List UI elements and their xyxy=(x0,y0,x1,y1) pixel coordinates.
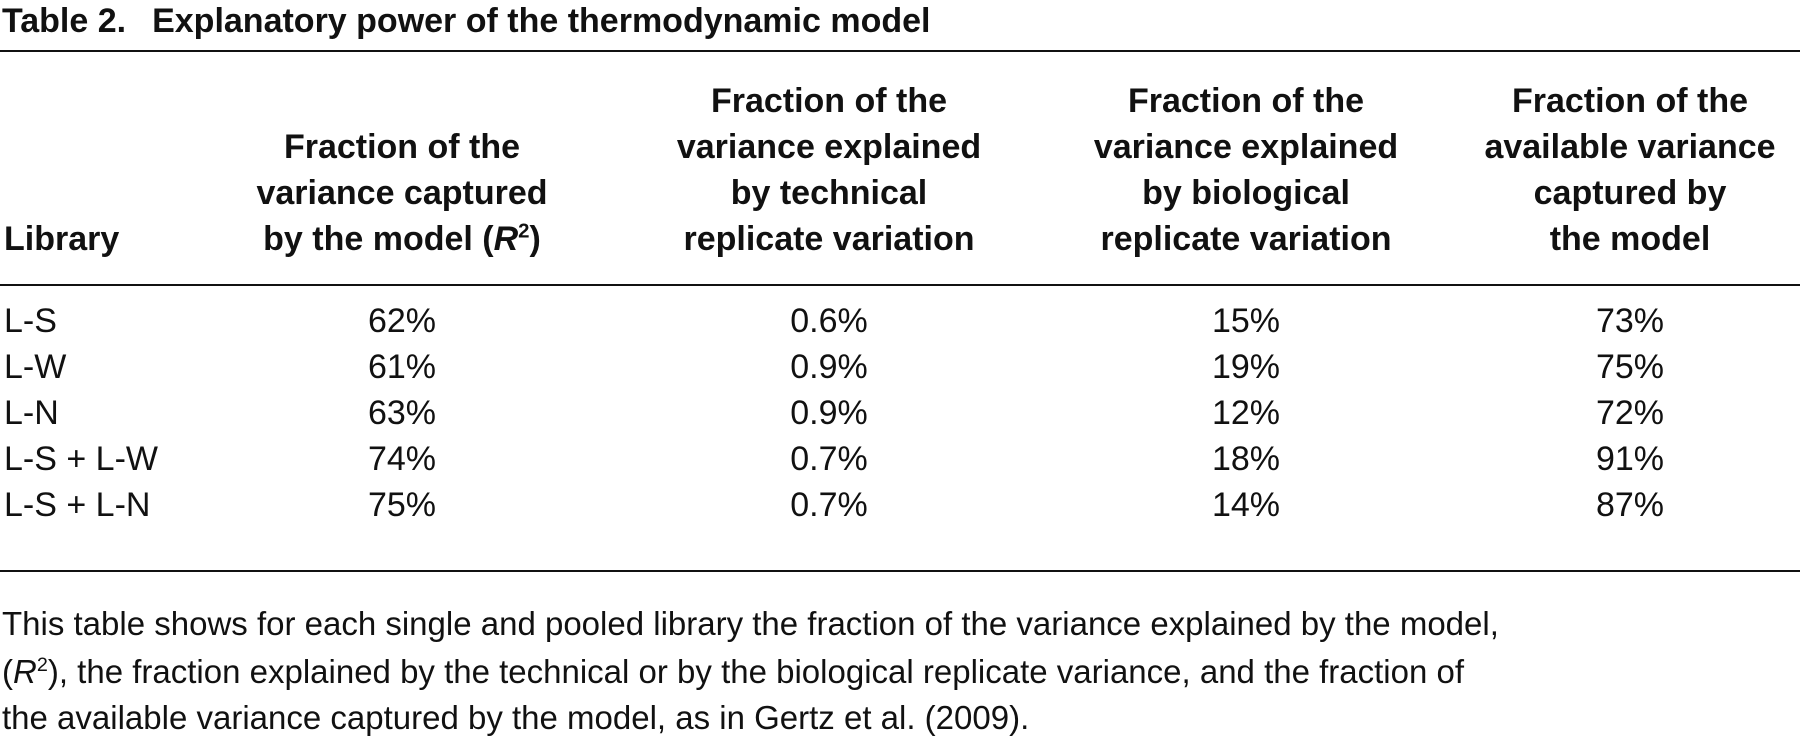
header-line: Fraction of the xyxy=(1511,82,1749,120)
caption-text: ( xyxy=(2,653,13,690)
header-rule xyxy=(0,284,1800,286)
table-cell: 0.9% xyxy=(790,348,868,386)
table-cell: 18% xyxy=(1211,440,1281,478)
row-label: L-S + L-W xyxy=(4,440,158,478)
caption-text: ), the fraction explained by the technic… xyxy=(47,653,1465,690)
header-line: by technical xyxy=(730,174,928,212)
table-cell: 91% xyxy=(1595,440,1665,478)
row-label: L-S + L-N xyxy=(4,486,151,524)
caption-text: This table shows for each single and poo… xyxy=(2,605,1499,642)
table-cell: 73% xyxy=(1595,302,1665,340)
header-line: by the model (R2) xyxy=(256,216,547,262)
bottom-rule xyxy=(0,570,1800,572)
header-cell: Fraction of the variance explained by bi… xyxy=(1094,78,1398,262)
header-line: variance captured xyxy=(256,174,548,212)
row-label: L-S xyxy=(4,302,57,340)
header-line: replicate variation xyxy=(683,220,975,258)
header-line: variance explained xyxy=(676,128,982,166)
table-cell: 62% xyxy=(367,302,437,340)
row-label: L-W xyxy=(4,348,67,386)
header-line: captured by xyxy=(1533,174,1727,212)
header-cell: Fraction of the available variance captu… xyxy=(1484,78,1775,262)
header-line: Fraction of the xyxy=(710,82,948,120)
table-cell: 87% xyxy=(1595,486,1665,524)
header-text: by the model ( xyxy=(263,220,494,258)
table-cell: 0.7% xyxy=(790,440,868,478)
table-cell: 0.6% xyxy=(790,302,868,340)
header-line: Fraction of the xyxy=(283,128,521,166)
caption-superscript: 2 xyxy=(36,654,48,676)
table-cell: 75% xyxy=(1595,348,1665,386)
table-cell: 75% xyxy=(367,486,437,524)
header-superscript: 2 xyxy=(518,220,530,243)
table-cell: 61% xyxy=(367,348,437,386)
header-symbol: R xyxy=(493,220,519,258)
header-line: Fraction of the xyxy=(1127,82,1365,120)
caption-line: the available variance captured by the m… xyxy=(2,695,1029,741)
caption-line: (R2), the fraction explained by the tech… xyxy=(2,649,1464,695)
title-text: Explanatory power of the thermodynamic m… xyxy=(152,2,931,40)
table-cell: 72% xyxy=(1595,394,1665,432)
caption-text: the available variance captured by the m… xyxy=(2,699,1030,736)
header-cell: Library xyxy=(4,216,119,262)
header-line: variance explained xyxy=(1093,128,1399,166)
table-cell: 15% xyxy=(1211,302,1281,340)
row-label: L-N xyxy=(4,394,59,432)
table-label: Table 2. xyxy=(2,2,127,40)
caption-line: This table shows for each single and poo… xyxy=(2,601,1499,647)
table-cell: 0.7% xyxy=(790,486,868,524)
header-line: replicate variation xyxy=(1100,220,1392,258)
table-cell: 12% xyxy=(1211,394,1281,432)
table-cell: 0.9% xyxy=(790,394,868,432)
header-text: ) xyxy=(529,220,541,258)
table-cell: 63% xyxy=(367,394,437,432)
table-cell: 74% xyxy=(367,440,437,478)
header-line: Library xyxy=(4,220,120,258)
top-rule xyxy=(0,50,1800,52)
header-line: by biological xyxy=(1142,174,1350,212)
header-cell: Fraction of the variance captured by the… xyxy=(256,124,547,262)
table-cell: 19% xyxy=(1211,348,1281,386)
header-cell: Fraction of the variance explained by te… xyxy=(677,78,981,262)
header-line: the model xyxy=(1549,220,1711,258)
table-cell: 14% xyxy=(1211,486,1281,524)
caption-symbol: R xyxy=(13,653,37,690)
table-title: Table 2. Explanatory power of the thermod… xyxy=(2,2,930,41)
header-line: available variance xyxy=(1484,128,1776,166)
